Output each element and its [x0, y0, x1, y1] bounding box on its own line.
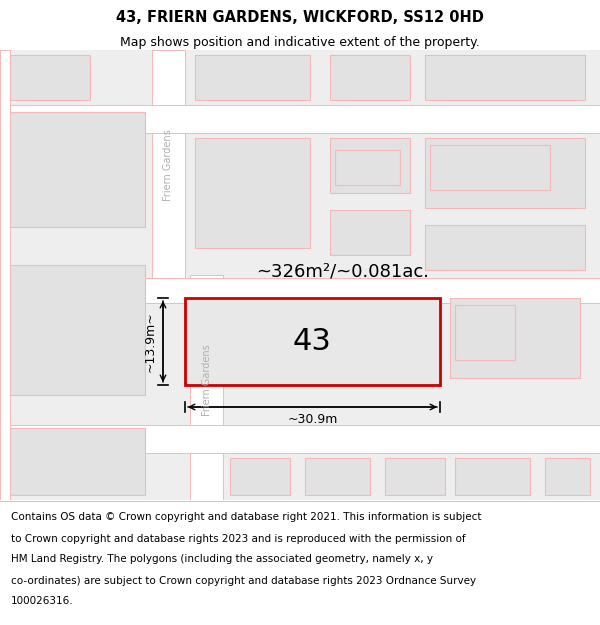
Bar — [0, 50, 10, 500]
Text: ~13.9m~: ~13.9m~ — [144, 311, 157, 372]
Text: 43: 43 — [293, 327, 332, 356]
Bar — [10, 265, 145, 395]
Bar — [425, 225, 585, 270]
Bar — [152, 50, 185, 280]
Bar — [330, 138, 410, 193]
Bar — [195, 55, 310, 100]
Bar — [455, 458, 530, 495]
Bar — [0, 50, 10, 500]
Bar — [10, 112, 145, 227]
Bar — [230, 310, 280, 375]
Text: Friern Gardens: Friern Gardens — [202, 344, 212, 416]
Bar — [335, 150, 400, 185]
Bar — [0, 278, 600, 303]
Text: 43, FRIERN GARDENS, WICKFORD, SS12 0HD: 43, FRIERN GARDENS, WICKFORD, SS12 0HD — [116, 10, 484, 25]
Bar — [152, 50, 185, 280]
Bar — [330, 210, 410, 255]
Bar — [305, 458, 370, 495]
Text: Friern Gardens: Friern Gardens — [163, 129, 173, 201]
Bar — [430, 145, 550, 190]
Bar — [425, 138, 585, 208]
Bar — [10, 55, 90, 100]
Bar — [455, 305, 515, 360]
Text: co-ordinates) are subject to Crown copyright and database rights 2023 Ordnance S: co-ordinates) are subject to Crown copyr… — [11, 576, 476, 586]
Text: ~30.9m: ~30.9m — [287, 413, 338, 426]
Bar — [10, 428, 145, 495]
Bar — [545, 458, 590, 495]
Text: ~326m²/~0.081ac.: ~326m²/~0.081ac. — [256, 262, 429, 280]
Bar — [450, 298, 580, 378]
Bar — [190, 275, 223, 500]
Bar — [195, 138, 310, 248]
Bar — [385, 458, 445, 495]
Bar — [0, 105, 600, 133]
Text: Map shows position and indicative extent of the property.: Map shows position and indicative extent… — [120, 36, 480, 49]
Text: 100026316.: 100026316. — [11, 596, 73, 606]
Bar — [425, 55, 585, 100]
Bar — [0, 278, 600, 303]
Bar — [0, 105, 600, 133]
Bar — [230, 458, 290, 495]
Bar — [0, 425, 600, 453]
Bar — [330, 55, 410, 100]
Text: HM Land Registry. The polygons (including the associated geometry, namely x, y: HM Land Registry. The polygons (includin… — [11, 554, 433, 564]
Bar — [190, 275, 223, 500]
Text: Contains OS data © Crown copyright and database right 2021. This information is : Contains OS data © Crown copyright and d… — [11, 512, 481, 522]
Text: to Crown copyright and database rights 2023 and is reproduced with the permissio: to Crown copyright and database rights 2… — [11, 534, 466, 544]
Bar — [0, 425, 600, 453]
Bar — [185, 298, 440, 385]
